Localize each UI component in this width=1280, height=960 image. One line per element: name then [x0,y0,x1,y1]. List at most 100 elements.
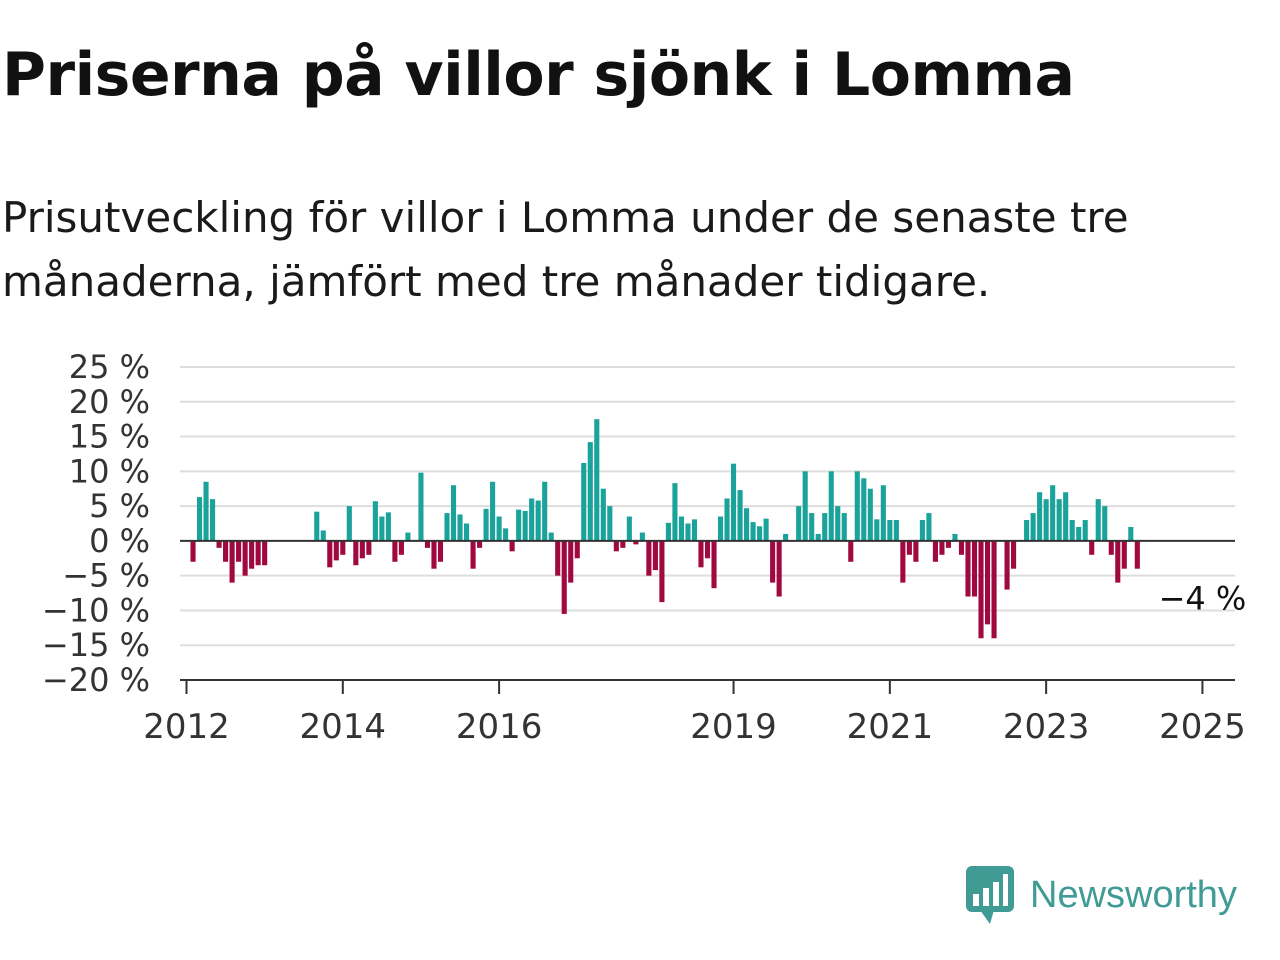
bar [587,442,593,541]
bar [542,481,548,541]
bar [529,498,535,541]
y-tick-label: 10 % [69,452,150,490]
bar [405,532,411,541]
bar [659,540,665,603]
bar [1069,520,1075,541]
y-tick-label: 15 % [69,418,150,456]
bar [1024,520,1030,541]
bar [372,501,378,541]
bar [346,506,352,541]
bar [893,520,899,541]
bar [1037,492,1043,541]
bar [229,540,235,583]
bar [398,540,404,555]
bar [457,514,463,541]
bar [978,540,984,639]
bar [483,508,489,541]
bar [203,481,209,541]
bar [353,540,359,566]
bar [255,540,261,566]
bar [385,512,391,541]
x-tick-label: 2025 [1159,707,1246,747]
brand-name: Newsworthy [1030,873,1237,916]
y-tick-label: 0 % [89,522,150,560]
bar [561,540,567,614]
bar [496,516,502,541]
y-tick-label: 5 % [89,487,150,525]
bar [1102,506,1108,541]
bar [359,540,365,559]
bar [463,523,470,541]
bar [320,530,326,541]
bar [242,540,248,576]
bar [737,490,743,541]
bar [750,522,756,541]
bar [783,533,789,541]
bar [991,540,997,639]
bar [594,419,600,541]
bar [1134,540,1140,569]
x-tick-label: 2014 [300,707,387,747]
bar [887,520,893,541]
bar [717,516,724,541]
bar [926,513,932,541]
bar [249,540,255,569]
bar [340,540,346,555]
bar [424,540,431,548]
bar [437,540,444,562]
bar [1004,540,1010,590]
bar [470,540,476,569]
bar [1043,499,1049,541]
bar [1063,492,1069,541]
bar [744,508,750,541]
bar [626,516,632,541]
bar [1095,499,1101,541]
bar [874,519,880,541]
bar [730,463,737,541]
bar [620,540,626,548]
bar [196,497,203,541]
bar [913,540,919,562]
bar [548,532,554,541]
bar [522,510,528,541]
y-tick-label: −20 % [42,661,150,699]
bar [900,540,906,583]
bar [600,488,606,541]
bar [652,540,658,571]
bar [646,540,652,576]
bar [815,533,821,541]
x-tick-label: 2023 [1003,707,1090,747]
bars [190,419,1140,639]
bar [509,540,515,552]
bar [763,518,769,541]
x-tick-label: 2012 [143,707,230,747]
bar [704,540,711,559]
bar [841,513,847,541]
bar [210,499,216,541]
bar [809,513,815,541]
bar [685,523,691,541]
bar [1050,485,1056,541]
bar [431,540,437,569]
chart-title: Priserna på villor sjönk i Lomma [2,40,1075,110]
bar [633,540,639,545]
bar [1082,520,1088,541]
bar [672,483,678,541]
bar [757,526,763,541]
chart-subtitle: Prisutveckling för villor i Lomma under … [2,193,1129,306]
bar [327,540,333,568]
bar [535,500,541,541]
y-tick-label: −15 % [42,626,150,664]
bar [796,506,802,541]
x-axis-ticks: 2012 2014 2016 2019 2021 2023 2025 [143,680,1246,747]
bar [1030,513,1036,541]
bar [828,471,834,541]
x-tick-label: 2021 [847,707,934,747]
bar [555,540,561,576]
bar [945,540,952,548]
bar [665,522,671,541]
bar [236,540,242,562]
y-axis-tick-labels: 25 %20 %15 %10 %5 %0 %−5 %−10 %−15 %−20 … [42,348,150,699]
bar [1076,526,1082,541]
bar [223,540,229,562]
